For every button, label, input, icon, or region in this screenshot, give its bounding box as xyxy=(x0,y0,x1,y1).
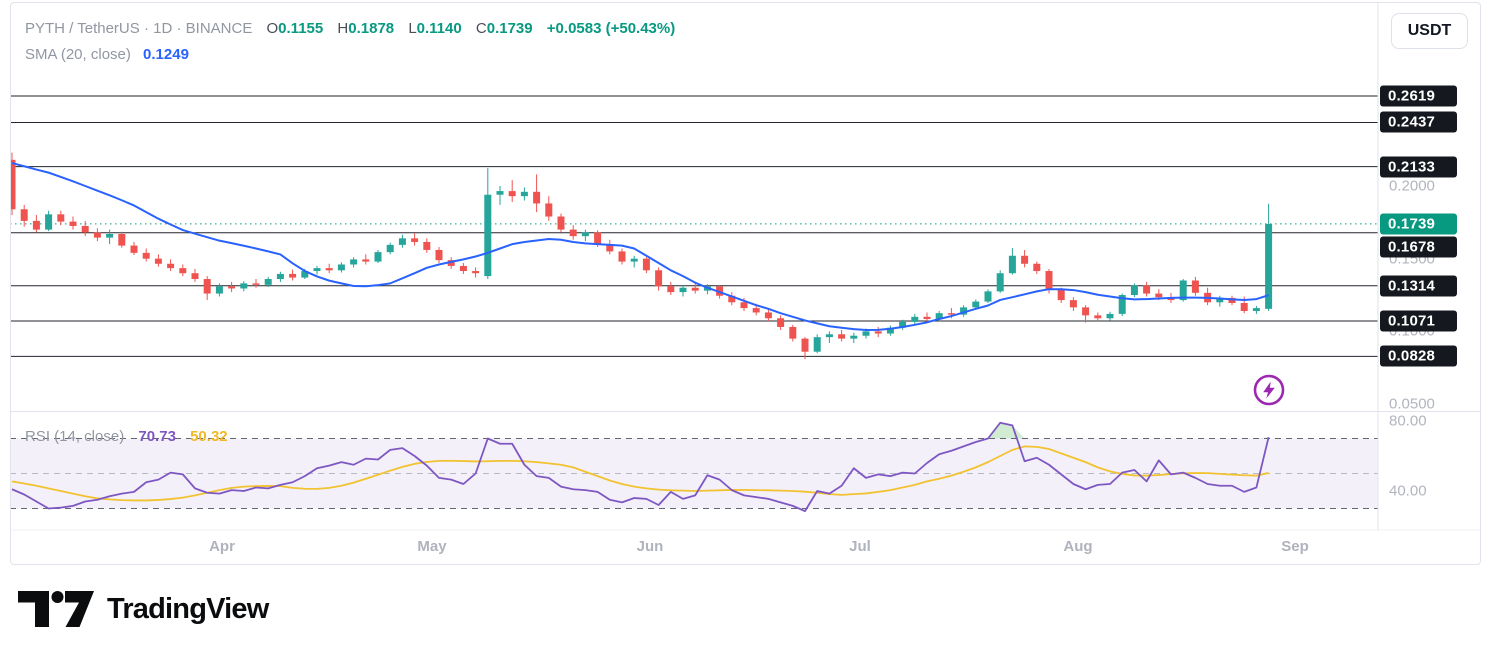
rsi-scale-label: 40.00 xyxy=(1389,482,1427,500)
exchange-label: BINANCE xyxy=(185,20,253,37)
tradingview-logo-text: TradingView xyxy=(107,592,269,625)
high-value: 0.1878 xyxy=(348,20,395,37)
current-price-label: 0.1739 xyxy=(1380,213,1457,235)
price-line-label: 0.1314 xyxy=(1380,275,1457,297)
time-axis-label-apr: Apr xyxy=(209,538,235,555)
symbol-legend: PYTH / TetherUS · 1D · BINANCE O0.1155 H… xyxy=(25,20,675,37)
legend-separator: · xyxy=(143,20,149,37)
tradingview-logo-icon xyxy=(18,591,94,627)
price-line-label: 0.1678 xyxy=(1380,236,1457,258)
legend-separator: · xyxy=(176,20,182,37)
change-value: +0.0583 (+50.43%) xyxy=(546,20,676,37)
sma-value: 0.1249 xyxy=(143,46,189,63)
chart-canvas[interactable] xyxy=(10,2,1481,564)
sma-label: SMA (20, close) xyxy=(25,46,131,63)
time-axis-label-sep: Sep xyxy=(1281,538,1309,555)
price-line-label: 0.2437 xyxy=(1380,111,1457,133)
tradingview-logo[interactable]: TradingView xyxy=(18,590,269,628)
rsi-ma-value: 50.32 xyxy=(190,428,228,445)
high-letter: H xyxy=(337,20,349,37)
open-letter: O xyxy=(266,20,279,37)
lightning-icon xyxy=(1253,374,1285,406)
rsi-scale-label: 80.00 xyxy=(1389,412,1427,430)
price-scale-label: 0.0500 xyxy=(1389,395,1435,413)
time-axis-label-aug: Aug xyxy=(1063,538,1093,555)
price-line-label: 0.2133 xyxy=(1380,156,1457,178)
currency-toggle-button[interactable]: USDT xyxy=(1391,13,1468,49)
close-value: 0.1739 xyxy=(486,20,533,37)
sma-legend: SMA (20, close) 0.1249 xyxy=(25,46,189,63)
low-letter: L xyxy=(408,20,417,37)
price-line-label: 0.0828 xyxy=(1380,345,1457,367)
rsi-legend: RSI (14, close) 70.73 50.32 xyxy=(25,428,228,445)
boost-lightning-button[interactable] xyxy=(1252,373,1286,407)
price-line-label: 0.2619 xyxy=(1380,85,1457,107)
time-axis-label-jun: Jun xyxy=(636,538,664,555)
close-letter: C xyxy=(475,20,487,37)
price-scale-label: 0.2000 xyxy=(1389,177,1435,195)
price-line-label: 0.1071 xyxy=(1380,310,1457,332)
open-value: 0.1155 xyxy=(278,20,324,37)
time-axis-label-may: May xyxy=(417,538,447,555)
time-axis-label-jul: Jul xyxy=(849,538,871,555)
interval-label: 1D xyxy=(153,20,173,37)
rsi-value: 70.73 xyxy=(138,428,176,445)
rsi-label: RSI (14, close) xyxy=(25,428,125,445)
symbol-title: PYTH / TetherUS xyxy=(25,20,140,37)
low-value: 0.1140 xyxy=(416,20,462,37)
